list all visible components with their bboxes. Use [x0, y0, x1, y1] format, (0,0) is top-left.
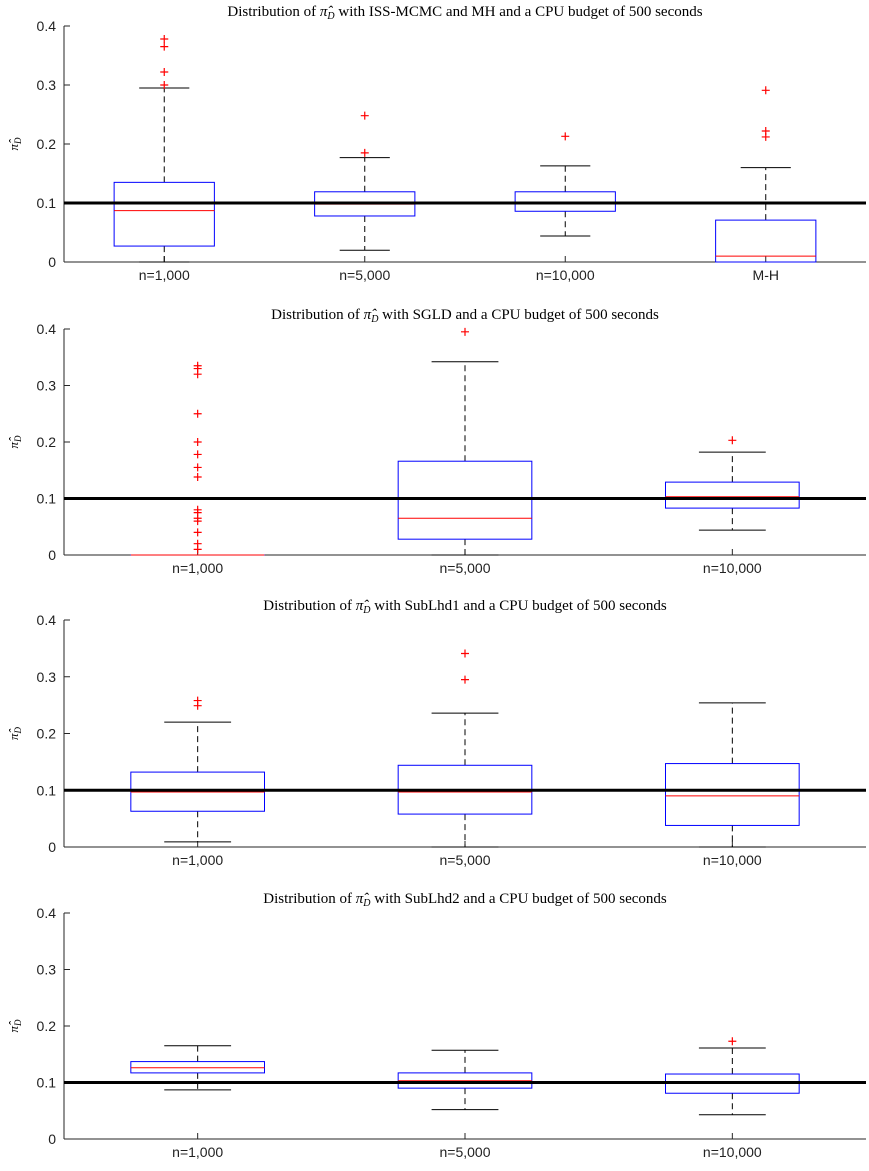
y-tick-label: 0.3	[37, 378, 57, 394]
box-3	[514, 132, 616, 237]
x-tick-label: n=1,000	[172, 560, 223, 576]
y-tick-label: 0.4	[37, 18, 57, 34]
outlier-marker	[160, 34, 169, 43]
y-tick-label: 0	[48, 254, 56, 270]
chart-title: Distribution of π̂D with SGLD and a CPU …	[271, 307, 659, 325]
box-2	[314, 111, 416, 251]
iqr-box	[715, 219, 817, 263]
x-tick-label: n=10,000	[703, 1144, 762, 1160]
box-2	[397, 327, 533, 556]
outlier-marker	[360, 111, 369, 120]
box-4	[715, 86, 817, 263]
y-tick-label: 0.3	[37, 669, 57, 685]
chart-panel-4: Distribution of π̂D with SubLhd2 and a C…	[6, 891, 866, 1160]
box-3	[665, 702, 800, 848]
x-tick-label: n=10,000	[536, 267, 595, 283]
outlier-marker	[461, 649, 469, 658]
x-tick-label: n=5,000	[440, 852, 491, 868]
x-tick-label: n=10,000	[703, 852, 762, 868]
outlier-marker	[193, 438, 202, 446]
outlier-marker	[193, 361, 202, 370]
outlier-marker	[160, 81, 169, 89]
box-1	[130, 361, 265, 556]
chart-panel-3: Distribution of π̂D with SubLhd1 and a C…	[6, 598, 866, 868]
box-1	[130, 696, 265, 843]
outlier-marker	[461, 327, 469, 336]
outlier-marker	[160, 42, 169, 51]
x-tick-label: n=5,000	[339, 267, 390, 283]
chart-panel-2: Distribution of π̂D with SGLD and a CPU …	[6, 307, 866, 576]
outlier-marker	[193, 473, 202, 482]
outlier-marker	[761, 86, 770, 95]
iqr-box	[665, 763, 800, 826]
y-tick-label: 0.4	[37, 321, 57, 337]
y-tick-label: 0	[48, 1131, 56, 1147]
outlier-marker	[193, 450, 202, 459]
chart-title: Distribution of π̂D with ISS-MCMC and MH…	[227, 4, 702, 22]
box-2	[397, 1049, 533, 1111]
y-tick-label: 0.2	[37, 434, 57, 450]
outlier-marker	[160, 68, 169, 77]
y-tick-label: 0	[48, 547, 56, 563]
y-tick-label: 0.3	[37, 77, 57, 93]
chart-title: Distribution of π̂D with SubLhd2 and a C…	[263, 891, 667, 909]
y-tick-label: 0.3	[37, 962, 57, 978]
x-tick-label: n=1,000	[172, 1144, 223, 1160]
y-axis-label: π̂D	[6, 435, 23, 449]
outlier-marker	[461, 675, 469, 684]
x-tick-label: n=1,000	[139, 267, 190, 283]
box-1	[113, 34, 215, 263]
chart-panel-1: Distribution of π̂D with ISS-MCMC and MH…	[6, 4, 866, 283]
box-3	[665, 436, 800, 531]
y-axis-label: π̂D	[6, 726, 23, 740]
outlier-marker	[193, 505, 202, 514]
y-tick-label: 0.1	[37, 195, 57, 211]
outlier-marker	[193, 409, 202, 418]
y-axis-label: π̂D	[6, 137, 23, 151]
y-tick-label: 0	[48, 839, 56, 855]
outlier-marker	[360, 148, 369, 157]
x-tick-label: n=5,000	[440, 560, 491, 576]
outlier-marker	[761, 127, 770, 136]
iqr-box	[665, 481, 800, 509]
y-tick-label: 0.4	[37, 905, 57, 921]
y-tick-label: 0.1	[37, 491, 57, 507]
chart-title: Distribution of π̂D with SubLhd1 and a C…	[263, 598, 667, 616]
outlier-marker	[193, 528, 202, 537]
outlier-marker	[193, 696, 202, 705]
y-tick-label: 0.1	[37, 1075, 57, 1091]
box-2	[397, 649, 533, 848]
outlier-marker	[193, 539, 202, 548]
y-tick-label: 0.2	[37, 1018, 57, 1034]
y-tick-label: 0.2	[37, 136, 57, 152]
outlier-marker	[561, 132, 570, 141]
box-3	[665, 1037, 800, 1116]
y-tick-label: 0.1	[37, 782, 57, 798]
box-1	[130, 1045, 265, 1091]
y-axis-label: π̂D	[6, 1019, 23, 1033]
x-tick-label: n=10,000	[703, 560, 762, 576]
x-tick-label: n=5,000	[440, 1144, 491, 1160]
iqr-box	[397, 460, 533, 540]
x-tick-label: M-H	[753, 267, 779, 283]
y-tick-label: 0.2	[37, 726, 57, 742]
outlier-marker	[728, 436, 737, 445]
outlier-marker	[728, 1037, 737, 1046]
x-tick-label: n=1,000	[172, 852, 223, 868]
outlier-marker	[193, 463, 202, 472]
iqr-box	[130, 1061, 265, 1074]
iqr-box	[113, 181, 215, 247]
y-tick-label: 0.4	[37, 612, 57, 628]
